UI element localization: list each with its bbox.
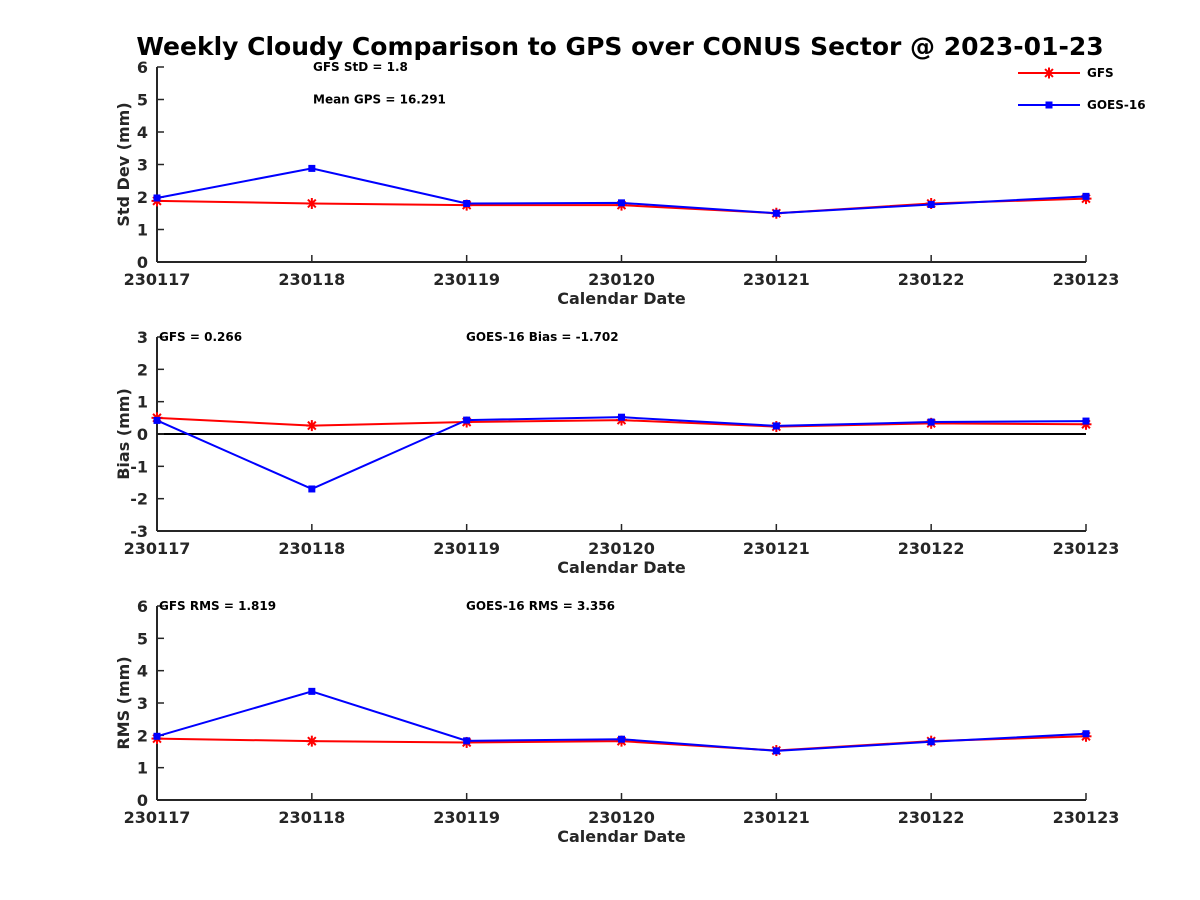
x-tick-label: 230120 — [588, 539, 655, 558]
legend-marker — [1045, 101, 1053, 109]
x-tick-label: 230118 — [278, 270, 345, 289]
data-point-goes-16 — [308, 687, 316, 695]
y-tick-label: 2 — [137, 188, 148, 207]
data-point-goes-16 — [308, 485, 316, 493]
y-tick-label: 1 — [137, 759, 148, 778]
x-axis-title: Calendar Date — [557, 558, 686, 577]
x-tick-label: 230123 — [1053, 808, 1120, 827]
data-point-goes-16 — [463, 416, 471, 424]
y-tick-label: 5 — [137, 91, 148, 110]
chart-title: Weekly Cloudy Comparison to GPS over CON… — [136, 32, 1103, 61]
data-point-goes-16 — [772, 209, 780, 217]
y-axis-title: Bias (mm) — [114, 388, 133, 480]
y-tick-label: 6 — [137, 58, 148, 77]
data-point-gfs — [306, 735, 318, 747]
data-point-goes-16 — [1082, 730, 1090, 738]
data-point-gfs — [306, 420, 318, 432]
panel-1: 0 1 2 3 4 5 6 230117 230118 230119 230120 230121 230… — [114, 58, 1119, 308]
data-point-goes-16 — [153, 194, 161, 202]
data-point-goes-16 — [618, 199, 625, 207]
data-point-goes-16 — [1082, 192, 1090, 200]
x-tick-label: 230117 — [124, 808, 191, 827]
data-point-goes-16 — [772, 747, 780, 755]
chart-legend: GFS GOES-16 — [1018, 66, 1146, 112]
data-point-goes-16 — [463, 200, 471, 207]
y-tick-label: 6 — [137, 597, 148, 616]
y-tick-label: 0 — [137, 253, 148, 272]
x-tick-label: 230121 — [743, 270, 810, 289]
x-axis-title: Calendar Date — [557, 289, 686, 308]
y-tick-label: 2 — [137, 360, 148, 379]
y-tick-label: 0 — [137, 791, 148, 810]
x-tick-label: 230119 — [433, 539, 500, 558]
y-tick-label: -2 — [130, 490, 148, 509]
y-axis-title: Std Dev (mm) — [114, 102, 133, 226]
panel-annotation: GOES-16 RMS = 3.356 — [466, 599, 615, 613]
y-tick-label: 4 — [137, 123, 148, 142]
data-point-goes-16 — [463, 737, 471, 745]
x-tick-label: 230119 — [433, 808, 500, 827]
panel-3: 0 1 2 3 4 5 6 230117 230118 230119 230120 230121 230… — [114, 597, 1119, 846]
data-point-goes-16 — [1082, 417, 1090, 425]
x-tick-label: 230120 — [588, 270, 655, 289]
y-tick-label: 0 — [137, 425, 148, 444]
x-tick-label: 230123 — [1053, 270, 1120, 289]
x-tick-label: 230117 — [124, 539, 191, 558]
data-point-goes-16 — [618, 735, 625, 743]
y-tick-label: 1 — [137, 393, 148, 412]
panel-annotation: GFS = 0.266 — [159, 330, 242, 344]
y-tick-label: 2 — [137, 726, 148, 745]
y-tick-label: -3 — [130, 522, 148, 541]
x-tick-label: 230118 — [278, 539, 345, 558]
x-tick-label: 230117 — [124, 270, 191, 289]
x-tick-label: 230121 — [743, 808, 810, 827]
data-point-goes-16 — [153, 732, 161, 740]
x-tick-label: 230120 — [588, 808, 655, 827]
panel-annotation: Mean GPS = 16.291 — [313, 93, 446, 107]
y-tick-label: 1 — [137, 221, 148, 240]
y-tick-label: -1 — [130, 457, 148, 476]
data-point-goes-16 — [308, 164, 316, 172]
legend-entry-gfs: GFS — [1018, 66, 1114, 80]
y-axis-title: RMS (mm) — [114, 656, 133, 749]
x-tick-label: 230122 — [898, 808, 965, 827]
panel-2: -3 -2 -1 0 1 2 3 230117 230118 230119 230120 230121… — [114, 328, 1119, 577]
data-point-gfs — [306, 198, 318, 209]
y-tick-label: 5 — [137, 629, 148, 648]
x-tick-label: 230123 — [1053, 539, 1120, 558]
y-tick-label: 4 — [137, 662, 148, 681]
data-point-goes-16 — [927, 418, 935, 426]
data-point-goes-16 — [927, 200, 935, 208]
x-tick-label: 230122 — [898, 539, 965, 558]
panel-annotation: GFS RMS = 1.819 — [159, 599, 276, 613]
x-tick-label: 230122 — [898, 270, 965, 289]
x-tick-label: 230118 — [278, 808, 345, 827]
x-axis-title: Calendar Date — [557, 827, 686, 846]
legend-label: GOES-16 — [1087, 98, 1146, 112]
x-tick-label: 230121 — [743, 539, 810, 558]
legend-label: GFS — [1087, 66, 1114, 80]
legend-entry-goes-16: GOES-16 — [1018, 98, 1146, 112]
data-point-goes-16 — [153, 416, 161, 424]
data-point-goes-16 — [618, 413, 625, 421]
y-tick-label: 3 — [137, 694, 148, 713]
panel-annotation: GFS StD = 1.8 — [313, 60, 408, 74]
data-point-goes-16 — [772, 422, 780, 430]
x-tick-label: 230119 — [433, 270, 500, 289]
y-tick-label: 3 — [137, 156, 148, 175]
y-tick-label: 3 — [137, 328, 148, 347]
data-point-goes-16 — [927, 738, 935, 746]
legend-marker — [1043, 67, 1055, 79]
panel-annotation: GOES-16 Bias = -1.702 — [466, 330, 619, 344]
